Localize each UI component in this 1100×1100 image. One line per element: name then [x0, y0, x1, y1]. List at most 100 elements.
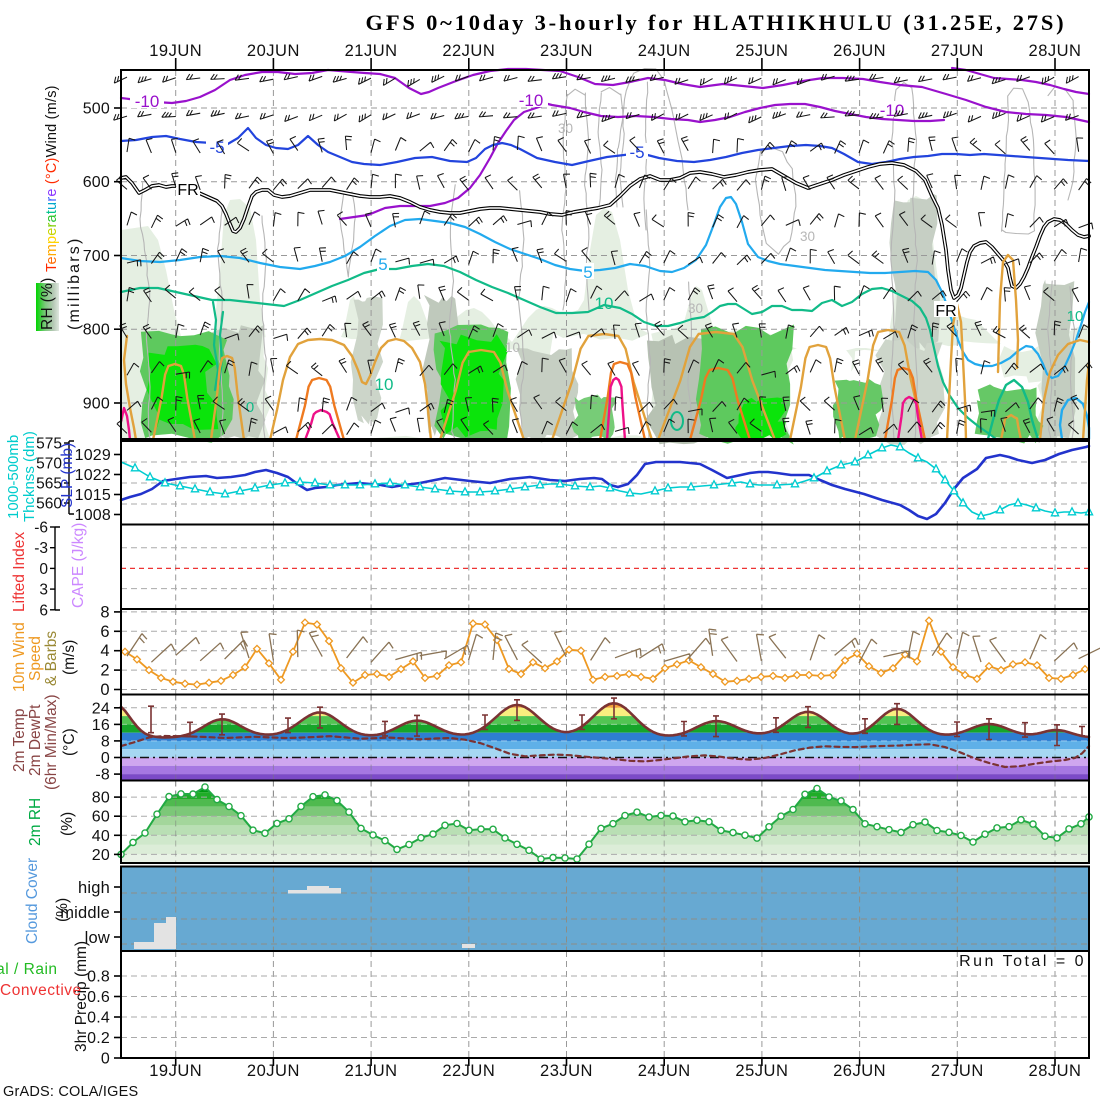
- svg-text:40: 40: [92, 828, 110, 845]
- svg-text:Speed: Speed: [27, 636, 44, 681]
- svg-text:3hr Precip (mm): 3hr Precip (mm): [73, 941, 90, 1052]
- svg-text:26JUN: 26JUN: [833, 42, 886, 60]
- svg-text:600: 600: [83, 174, 110, 191]
- svg-text:26JUN: 26JUN: [833, 1062, 886, 1080]
- svg-text:2m DewPt: 2m DewPt: [27, 704, 44, 776]
- svg-text:0.8: 0.8: [87, 969, 110, 986]
- svg-text:(m/s): (m/s): [61, 640, 78, 675]
- svg-text:19JUN: 19JUN: [149, 1062, 202, 1080]
- svg-text:2m Temp: 2m Temp: [11, 709, 28, 772]
- svg-text:CAPE (J/kg): CAPE (J/kg): [70, 523, 87, 608]
- svg-text:3: 3: [39, 582, 48, 599]
- svg-text:& Barbs: & Barbs: [43, 631, 60, 686]
- svg-text:20JUN: 20JUN: [247, 1062, 300, 1080]
- svg-text:6: 6: [100, 623, 110, 641]
- svg-text:0: 0: [101, 1051, 110, 1068]
- svg-text:5: 5: [378, 255, 387, 274]
- svg-text:10m Wind: 10m Wind: [11, 622, 28, 692]
- svg-text:30: 30: [800, 229, 815, 244]
- svg-text:high: high: [78, 879, 110, 897]
- svg-text:Thcknss (dm): Thcknss (dm): [21, 431, 38, 522]
- svg-text:1000-500mb: 1000-500mb: [5, 435, 22, 519]
- svg-text:30: 30: [688, 301, 703, 316]
- svg-text:20JUN: 20JUN: [247, 42, 300, 60]
- svg-text:8: 8: [100, 603, 110, 621]
- svg-text:Convective: Convective: [0, 982, 82, 999]
- svg-text:6: 6: [39, 602, 48, 619]
- svg-text:27JUN: 27JUN: [931, 42, 984, 60]
- svg-text:(°C): (°C): [61, 728, 78, 756]
- svg-text:(%): (%): [54, 898, 71, 922]
- svg-text:25JUN: 25JUN: [735, 1062, 788, 1080]
- svg-text:19JUN: 19JUN: [149, 42, 202, 60]
- svg-text:Temperature (°C)Wind (m/s): Temperature (°C)Wind (m/s): [44, 85, 60, 272]
- svg-text:low: low: [85, 929, 110, 947]
- svg-text:0: 0: [100, 681, 110, 699]
- svg-text:SLP (mb): SLP (mb): [59, 443, 76, 508]
- svg-text:80: 80: [92, 790, 110, 807]
- svg-text:28JUN: 28JUN: [1029, 42, 1082, 60]
- svg-text:-6: -6: [34, 520, 48, 537]
- svg-text:10: 10: [595, 294, 614, 313]
- svg-text:middle: middle: [60, 904, 110, 922]
- svg-text:(6hr Min/Max): (6hr Min/Max): [43, 694, 60, 790]
- svg-text:20: 20: [92, 847, 110, 864]
- svg-text:FR: FR: [177, 182, 198, 199]
- svg-text:22JUN: 22JUN: [442, 1062, 495, 1080]
- svg-text:700: 700: [83, 248, 110, 265]
- svg-text:(millibars): (millibars): [66, 236, 83, 330]
- svg-text:560: 560: [36, 496, 62, 513]
- svg-text:-5: -5: [629, 143, 644, 162]
- svg-text:-3: -3: [34, 540, 48, 557]
- svg-text:0.4: 0.4: [87, 1010, 110, 1027]
- svg-text:8: 8: [101, 733, 110, 750]
- svg-text:(%): (%): [59, 812, 76, 836]
- svg-text:22JUN: 22JUN: [442, 42, 495, 60]
- svg-text:1015: 1015: [75, 487, 111, 504]
- svg-text:0.2: 0.2: [87, 1030, 110, 1047]
- svg-text:RH (%): RH (%): [39, 277, 56, 330]
- svg-text:Total / Rain: Total / Rain: [0, 961, 58, 978]
- svg-text:27JUN: 27JUN: [931, 1062, 984, 1080]
- svg-text:10: 10: [1067, 308, 1084, 325]
- svg-text:24: 24: [92, 700, 110, 717]
- svg-text:FR: FR: [935, 303, 956, 320]
- svg-text:0: 0: [101, 750, 110, 767]
- svg-text:25JUN: 25JUN: [735, 42, 788, 60]
- svg-text:-5: -5: [209, 138, 224, 157]
- svg-text:60: 60: [92, 809, 110, 826]
- svg-text:23JUN: 23JUN: [540, 42, 593, 60]
- svg-text:28JUN: 28JUN: [1029, 1062, 1082, 1080]
- svg-text:500: 500: [83, 101, 110, 118]
- svg-text:Cloud Cover: Cloud Cover: [24, 858, 41, 944]
- svg-text:Lifted Index: Lifted Index: [11, 532, 28, 612]
- svg-text:16: 16: [92, 717, 110, 734]
- svg-text:800: 800: [83, 322, 110, 339]
- svg-text:21JUN: 21JUN: [345, 1062, 398, 1080]
- svg-text:23JUN: 23JUN: [540, 1062, 593, 1080]
- svg-text:GrADS: COLA/IGES: GrADS: COLA/IGES: [3, 1084, 138, 1100]
- svg-text:21JUN: 21JUN: [345, 42, 398, 60]
- svg-text:0: 0: [246, 399, 254, 416]
- svg-text:5: 5: [583, 263, 592, 282]
- svg-text:30: 30: [558, 121, 573, 136]
- svg-text:570: 570: [36, 456, 62, 473]
- svg-text:-10: -10: [519, 91, 544, 110]
- svg-text:10: 10: [375, 375, 394, 394]
- svg-text:0: 0: [39, 561, 48, 578]
- svg-text:900: 900: [83, 396, 110, 413]
- svg-text:24JUN: 24JUN: [638, 42, 691, 60]
- svg-text:10: 10: [505, 340, 520, 355]
- svg-text:GFS 0~10day 3-hourly for HLATH: GFS 0~10day 3-hourly for HLATHIKHULU (31…: [366, 10, 1067, 35]
- svg-text:2m RH: 2m RH: [27, 798, 44, 846]
- svg-text:4: 4: [100, 642, 110, 660]
- svg-text:2: 2: [100, 662, 110, 680]
- svg-text:Run Total = 0: Run Total = 0: [959, 953, 1086, 970]
- svg-text:0.6: 0.6: [87, 989, 110, 1006]
- svg-text:1008: 1008: [75, 507, 111, 524]
- svg-text:1029: 1029: [75, 447, 111, 464]
- svg-text:-10: -10: [135, 92, 160, 111]
- svg-text:565: 565: [36, 476, 62, 493]
- svg-text:-8: -8: [95, 767, 110, 784]
- svg-text:24JUN: 24JUN: [638, 1062, 691, 1080]
